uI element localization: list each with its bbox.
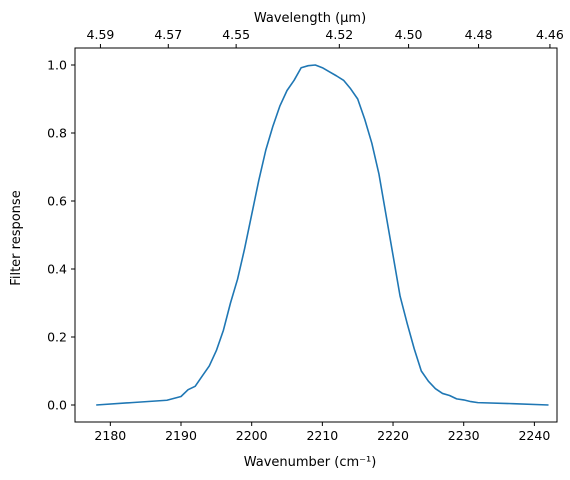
x-tick-label: 2240 [518,428,550,443]
x-tick-label: 2200 [236,428,268,443]
top-tick-label: 4.52 [325,27,353,42]
top-tick-label: 4.50 [395,27,423,42]
top-tick-label: 4.55 [222,27,250,42]
y-tick-label: 0.2 [47,330,67,345]
top-axis-title: Wavelength (μm) [254,11,366,26]
top-tick-label: 4.57 [154,27,182,42]
x-tick-label: 2210 [306,428,338,443]
top-x-axis: 4.59 4.57 4.55 4.52 4.50 4.48 4.46 [87,27,564,48]
x-axis-title: Wavenumber (cm⁻¹) [244,455,377,470]
x-tick-label: 2190 [165,428,197,443]
y-tick-label: 0.0 [47,398,67,413]
y-axis: 0.0 0.2 0.4 0.6 0.8 1.0 [47,58,75,413]
plot-layer [96,64,549,406]
y-axis-title: Filter response [9,190,24,285]
x-tick-label: 2230 [448,428,480,443]
bottom-x-axis: 2180 2190 2200 2210 2220 2230 2240 [94,422,550,443]
y-tick-label: 0.8 [47,126,67,141]
plot-frame [74,47,558,423]
response-line [96,64,549,406]
x-tick-label: 2180 [94,428,126,443]
y-tick-label: 0.6 [47,194,67,209]
top-tick-label: 4.48 [465,27,493,42]
top-tick-label: 4.46 [536,27,564,42]
y-tick-label: 1.0 [47,58,67,73]
y-tick-label: 0.4 [47,262,67,277]
top-tick-label: 4.59 [87,27,115,42]
x-tick-label: 2220 [377,428,409,443]
